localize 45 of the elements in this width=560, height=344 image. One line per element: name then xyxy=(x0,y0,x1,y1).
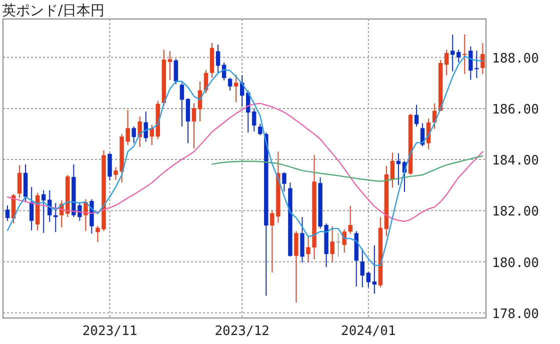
candlestick xyxy=(336,232,340,258)
candlestick xyxy=(216,44,220,74)
candlestick xyxy=(180,82,184,128)
candlestick xyxy=(342,228,346,254)
line-series xyxy=(211,155,484,182)
x-tick-label: 2023/12 xyxy=(214,324,270,339)
y-tick-label: 186.00 xyxy=(492,102,539,118)
y-tick-label: 188.00 xyxy=(492,51,539,66)
candlestick xyxy=(450,34,455,72)
candlestick xyxy=(138,116,142,148)
candlestick xyxy=(252,108,256,132)
candlestick xyxy=(5,205,10,222)
x-tick-label: 2024/01 xyxy=(341,324,396,339)
candlestick xyxy=(294,230,298,304)
candlestick xyxy=(330,226,334,264)
candlestick xyxy=(192,102,196,149)
candlestick xyxy=(300,216,304,264)
candlestick xyxy=(360,248,364,288)
candlestick xyxy=(456,49,461,63)
chart-title: 英ポンド/日本円 xyxy=(2,3,105,19)
y-tick-label: 178.00 xyxy=(492,306,539,322)
candlestick xyxy=(144,111,148,142)
candlestick xyxy=(390,152,395,188)
y-tick-label: 180.00 xyxy=(492,256,539,271)
candlestick xyxy=(414,104,419,128)
candlestick xyxy=(234,74,238,103)
candlestick xyxy=(258,123,262,136)
y-tick-label: 182.00 xyxy=(492,204,539,220)
candlestick xyxy=(228,77,232,92)
candlestick xyxy=(174,58,178,85)
candlestick xyxy=(444,49,449,76)
candlestick xyxy=(186,98,190,144)
candlestick xyxy=(132,126,136,144)
candlestick xyxy=(348,205,352,234)
candlestick xyxy=(17,164,22,198)
candlestick xyxy=(168,50,172,80)
x-tick-label: 2023/11 xyxy=(82,324,138,339)
candlestick xyxy=(462,34,467,74)
candlestick xyxy=(480,42,485,74)
y-tick-label: 184.00 xyxy=(492,154,539,169)
candlestick xyxy=(41,190,46,234)
candlestick xyxy=(366,272,371,288)
candlestick xyxy=(372,244,377,294)
candlestick xyxy=(108,152,112,180)
candlestick xyxy=(282,172,286,192)
